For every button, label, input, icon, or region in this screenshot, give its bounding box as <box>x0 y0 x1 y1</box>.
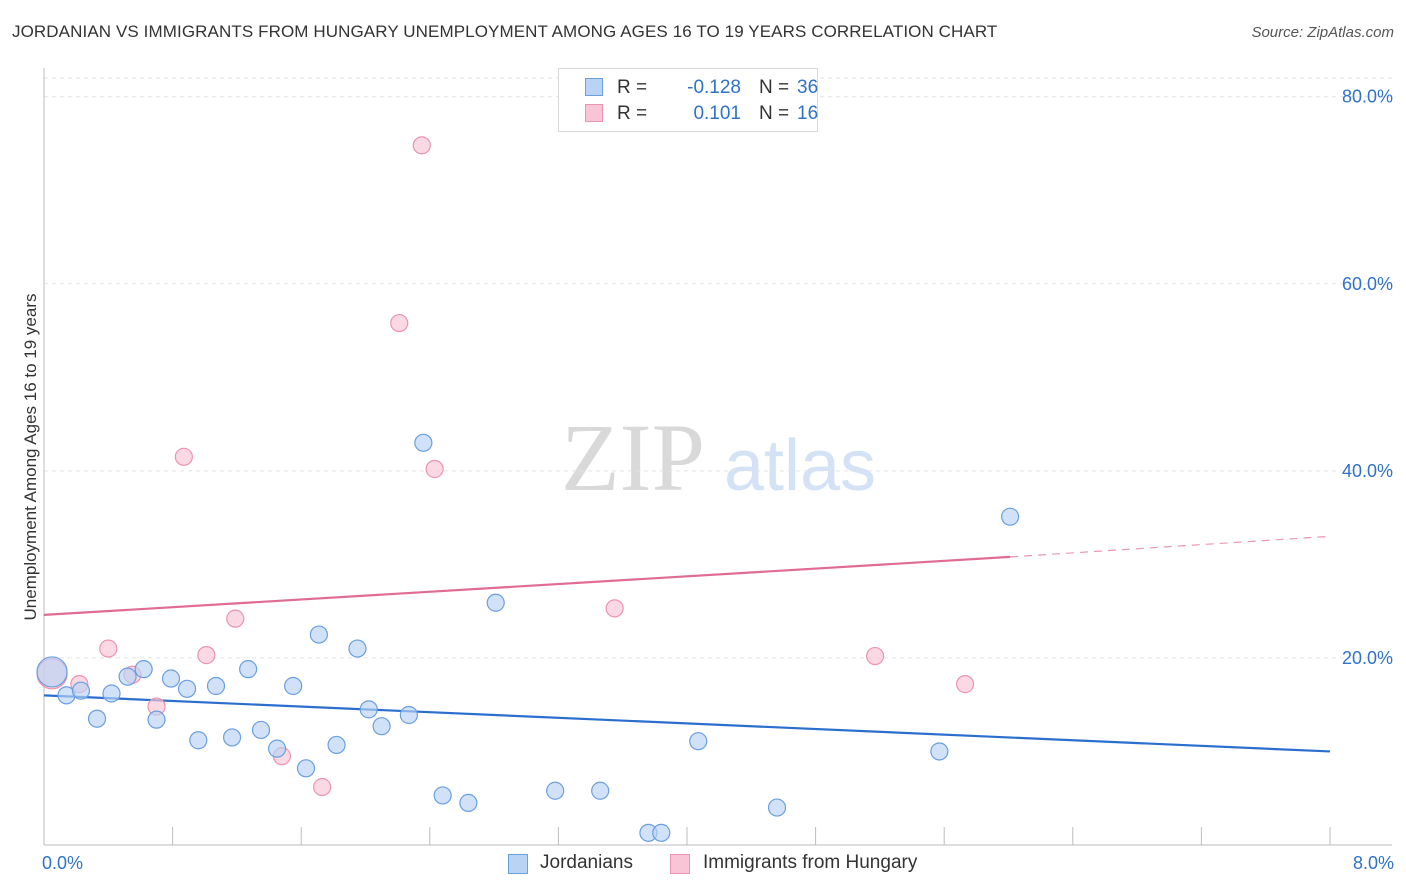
data-points <box>36 136 1020 842</box>
point-hungary <box>197 646 216 665</box>
legend-r-label: R = <box>617 103 648 124</box>
legend-swatch-blue <box>585 78 603 96</box>
point-jordanian <box>459 793 478 813</box>
point-jordanian <box>284 676 303 696</box>
point-jordanian <box>102 684 121 703</box>
point-jordanian <box>1001 507 1020 526</box>
correlation-legend: R = -0.128 N = 36 R = 0.101 N = 16 <box>558 68 818 132</box>
point-jordanian <box>71 681 91 700</box>
point-hungary <box>412 136 431 155</box>
trend-line-extension-hungary <box>1010 535 1331 558</box>
point-hungary <box>425 459 444 479</box>
point-jordanian <box>327 735 346 755</box>
y-tick-label: 60.0% <box>1342 274 1393 294</box>
point-jordanian <box>591 781 610 800</box>
tick-labels: 20.0% 40.0% 60.0% 80.0% 0.0% 8.0% <box>42 87 1394 873</box>
point-jordanian <box>486 593 505 612</box>
point-jordanian <box>161 669 181 688</box>
legend-r-value: 0.101 <box>693 103 741 124</box>
axes <box>43 68 1392 846</box>
source-credit: Source: ZipAtlas.com <box>1251 24 1394 41</box>
trend-line-hungary <box>43 555 1011 616</box>
y-tick-label: 20.0% <box>1342 648 1393 668</box>
point-hungary <box>312 777 332 797</box>
watermark-atlas: atlas <box>724 426 876 506</box>
legend-r-value: -0.128 <box>687 77 741 98</box>
point-hungary <box>605 599 624 618</box>
point-jordanian <box>309 625 328 644</box>
point-jordanian <box>372 717 391 736</box>
point-jordanian <box>189 731 208 750</box>
legend-n-label: N = <box>759 103 790 124</box>
point-jordanian <box>239 660 258 679</box>
point-hungary <box>174 447 193 466</box>
point-jordanian <box>118 667 137 686</box>
point-jordanian <box>399 705 419 725</box>
bottom-legend-swatch-blue <box>508 854 528 874</box>
chart-title: JORDANIAN VS IMMIGRANTS FROM HUNGARY UNE… <box>12 22 998 41</box>
legend-n-label: N = <box>759 77 790 98</box>
point-jordanian <box>767 798 787 817</box>
point-jordanian <box>546 781 565 800</box>
point-jordanian <box>134 660 153 679</box>
watermark: ZIP atlas <box>561 404 876 511</box>
y-tick-label: 40.0% <box>1342 461 1393 481</box>
point-jordanian <box>206 676 226 696</box>
legend-swatch-pink <box>585 104 603 122</box>
point-jordanian <box>267 739 287 758</box>
point-hungary <box>865 646 885 666</box>
y-axis-label: Unemployment Among Ages 16 to 19 years <box>21 294 40 621</box>
point-jordanian <box>296 759 316 778</box>
point-jordanian <box>359 700 378 719</box>
point-jordanian <box>348 639 367 658</box>
y-tick-label: 80.0% <box>1342 87 1393 107</box>
point-jordanian <box>222 728 242 747</box>
x-tick-label: 8.0% <box>1353 853 1394 873</box>
gridlines <box>44 77 1392 659</box>
legend-r-label: R = <box>617 77 648 98</box>
trend-line-jordanian <box>43 694 1331 753</box>
point-hungary <box>390 313 409 333</box>
point-jordanian <box>87 709 107 728</box>
point-jordanian <box>652 823 671 842</box>
point-hungary <box>955 675 975 694</box>
point-jordanian <box>930 742 949 761</box>
bottom-legend-swatch-pink <box>670 854 690 874</box>
trend-lines <box>43 535 1331 753</box>
point-hungary <box>226 609 245 628</box>
point-jordanian <box>433 786 452 805</box>
x-tick-label: 0.0% <box>42 853 83 873</box>
legend-n-value: 36 <box>797 77 819 98</box>
bottom-legend-label: Immigrants from Hungary <box>703 852 918 873</box>
point-hungary <box>99 639 118 658</box>
point-jordanian <box>36 656 68 688</box>
point-jordanian <box>177 679 197 698</box>
legend-n-value: 16 <box>797 103 819 124</box>
point-jordanian <box>689 732 708 751</box>
bottom-legend-label: Jordanians <box>540 852 633 873</box>
watermark-zip: ZIP <box>561 404 705 511</box>
point-jordanian <box>251 720 271 740</box>
point-jordanian <box>414 433 433 452</box>
point-jordanian <box>147 710 166 729</box>
